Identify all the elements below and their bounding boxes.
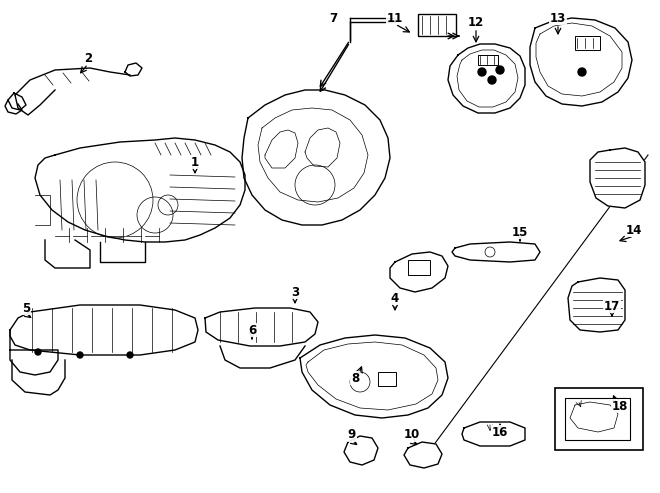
Circle shape	[478, 68, 486, 76]
Text: 14: 14	[626, 223, 642, 237]
Polygon shape	[448, 44, 525, 113]
Circle shape	[578, 68, 586, 76]
Bar	[575, 36, 600, 50]
Polygon shape	[530, 18, 632, 106]
Polygon shape	[300, 335, 448, 418]
Bar	[408, 260, 430, 275]
Circle shape	[35, 349, 41, 355]
Text: 4: 4	[391, 291, 399, 305]
Text: 15: 15	[512, 225, 528, 239]
Text: 12: 12	[468, 15, 484, 29]
Polygon shape	[404, 442, 442, 468]
Polygon shape	[35, 138, 245, 242]
Circle shape	[77, 352, 83, 358]
Text: 9: 9	[348, 428, 356, 442]
Polygon shape	[5, 100, 22, 114]
Polygon shape	[10, 305, 198, 355]
Polygon shape	[462, 422, 525, 446]
Polygon shape	[590, 148, 645, 208]
Text: 17: 17	[604, 300, 620, 313]
Polygon shape	[390, 252, 448, 292]
Text: 16: 16	[492, 425, 508, 438]
Bar	[378, 372, 396, 386]
Text: 8: 8	[351, 372, 359, 385]
Text: 18: 18	[612, 399, 628, 413]
Polygon shape	[205, 308, 318, 346]
Bar	[418, 14, 456, 36]
Circle shape	[127, 352, 133, 358]
Text: 11: 11	[387, 11, 403, 25]
Text: 1: 1	[191, 155, 199, 169]
Text: 7: 7	[329, 11, 337, 25]
Text: 13: 13	[550, 11, 566, 25]
Circle shape	[488, 76, 496, 84]
Text: 3: 3	[291, 285, 299, 298]
Polygon shape	[242, 90, 390, 225]
Bar	[565, 398, 630, 440]
Text: 5: 5	[22, 302, 30, 315]
Circle shape	[496, 66, 504, 74]
Bar	[478, 55, 498, 65]
Polygon shape	[344, 436, 378, 465]
Text: 6: 6	[248, 323, 256, 337]
Polygon shape	[568, 278, 625, 332]
Bar	[555, 388, 643, 450]
Text: 2: 2	[84, 51, 92, 65]
Polygon shape	[452, 242, 540, 262]
Text: 10: 10	[404, 428, 420, 442]
